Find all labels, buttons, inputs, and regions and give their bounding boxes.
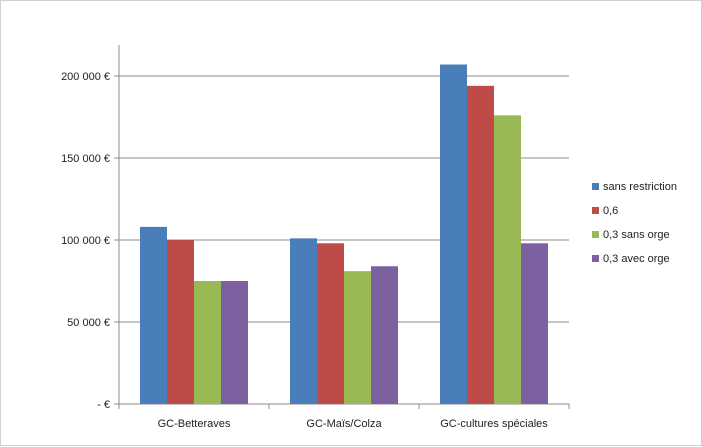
legend-label: 0,6 [603,205,618,217]
legend-swatch [592,183,599,190]
x-category-label: GC-cultures spéciales [440,418,548,430]
bar [194,281,221,404]
bar [290,238,317,404]
bar [521,243,548,404]
legend: sans restriction 0,6 0,3 sans orge 0,3 avec… [592,181,677,265]
bar [344,271,371,404]
y-tick-label: 100 000 € [61,235,110,247]
axis-labels: - € 50 000 € 100 000 € 150 000 € 200 000 € GC… [61,71,548,430]
y-tick-label: - € [97,399,110,411]
legend-swatch [592,231,599,238]
legend-label: 0,3 sans orge [603,229,670,241]
legend-swatch [592,207,599,214]
legend-label: 0,3 avec orge [603,253,670,265]
bar [167,240,194,404]
legend-label: sans restriction [603,181,677,193]
y-tick-label: 50 000 € [67,317,110,329]
y-tick-label: 150 000 € [61,153,110,165]
bar [467,85,494,404]
bar [440,64,467,404]
x-category-label: GC-Maïs/Colza [306,418,382,430]
y-tick-label: 200 000 € [61,71,110,83]
bars [140,64,548,405]
bar [371,266,398,404]
x-category-label: GC-Betteraves [158,418,231,430]
bar [317,243,344,404]
bar [221,281,248,404]
bar [140,226,167,404]
legend-swatch [592,255,599,262]
bar [494,115,521,405]
